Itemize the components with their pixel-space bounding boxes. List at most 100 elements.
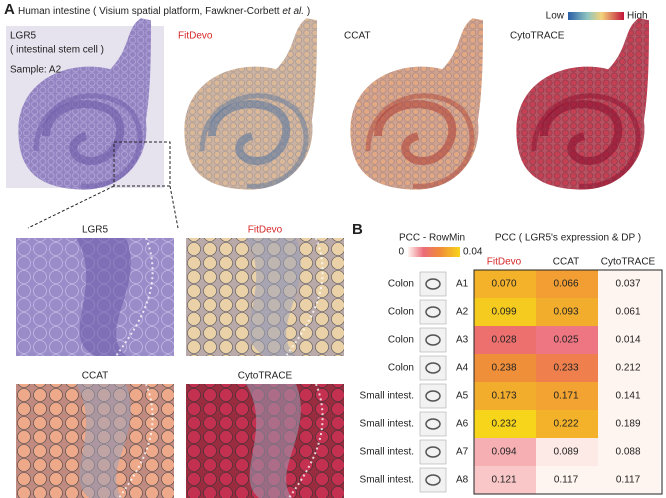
cell-value: 0.037 (615, 279, 640, 290)
cell (598, 382, 660, 410)
image-title: CCAT (344, 31, 370, 42)
cell (598, 466, 660, 494)
thumbnail (419, 383, 447, 409)
cell-value: 0.089 (553, 447, 578, 458)
legend-title: PCC - RowMin (399, 233, 465, 244)
zoom-images: LGR5 FitDevo CCAT CytoTRACE (16, 225, 344, 498)
zoom-title: CytoTRACE (238, 371, 293, 382)
zoom-feature (115, 237, 154, 357)
row-tissue: Colon (388, 307, 414, 318)
thumbnail-tissue (425, 446, 441, 458)
cell (598, 326, 660, 354)
image-title: FitDevo (178, 31, 213, 42)
tissue-swirl (208, 100, 291, 166)
cell-value: 0.088 (615, 447, 640, 458)
cell-value: 0.238 (491, 363, 516, 374)
cell (536, 270, 598, 298)
cell-value: 0.121 (491, 475, 516, 486)
cell-value: 0.014 (615, 335, 640, 346)
thumbnail (419, 411, 447, 437)
row-sample: A3 (456, 335, 469, 346)
cell-value: 0.173 (491, 391, 516, 402)
legend-min: 0 (398, 247, 404, 258)
zoom-title: FitDevo (248, 225, 283, 236)
legend-bar (408, 247, 460, 257)
tissue-image: CCAT (338, 18, 496, 190)
thumbnail-tissue (425, 474, 441, 486)
thumbnail (419, 299, 447, 325)
thumbnail (419, 467, 447, 493)
colorbar-high: High (627, 11, 648, 22)
zoom-line (169, 185, 179, 229)
zoom-feature (76, 384, 131, 498)
cell-value: 0.093 (553, 307, 578, 318)
cell (598, 354, 660, 382)
row-tissue: Small intest. (360, 475, 414, 486)
column-header: CCAT (553, 257, 579, 268)
thumbnail-tissue (425, 418, 441, 430)
cell-value: 0.222 (553, 419, 578, 430)
colorbar-low: Low (546, 11, 565, 22)
thumbnail (419, 327, 447, 353)
cell (536, 438, 598, 466)
tissue-swirl (33, 93, 143, 189)
column-header: CytoTRACE (601, 257, 656, 268)
cell (536, 466, 598, 494)
panel-label: B (352, 221, 363, 238)
cell (474, 382, 536, 410)
zoom-feature (287, 383, 324, 498)
row-sample: A8 (456, 475, 469, 486)
zoom-feature (76, 238, 131, 356)
cell-value: 0.094 (491, 447, 516, 458)
zoom-feature (246, 384, 301, 498)
zoom-feature (246, 238, 301, 356)
cell-value: 0.066 (553, 279, 578, 290)
cell (536, 326, 598, 354)
cell (474, 270, 536, 298)
cell-value: 0.117 (554, 475, 579, 486)
tissue-images: LGR5 ( intestinal stem cell ) Sample: A2 Fi… (6, 18, 662, 190)
zoom-image: CCAT (16, 371, 174, 498)
thumbnail-tissue (425, 362, 441, 374)
image-subtitle: ( intestinal stem cell ) (10, 45, 104, 56)
pcc-table: FitDevo CCAT CytoTRACE Colon A1 0.070 0.066 0.0… (360, 257, 660, 494)
cell-value: 0.061 (615, 307, 640, 318)
cell-value: 0.070 (491, 279, 516, 290)
row-sample: A5 (456, 391, 469, 402)
cell (474, 466, 536, 494)
thumbnail-tissue (425, 278, 441, 290)
tissue-swirl (531, 93, 641, 189)
cell-value: 0.141 (615, 391, 640, 402)
cell (536, 382, 598, 410)
row-tissue: Small intest. (360, 391, 414, 402)
zoom-line (27, 185, 115, 229)
panel-label: A (4, 1, 15, 18)
row-tissue: Small intest. (360, 447, 414, 458)
row-sample: A7 (456, 447, 469, 458)
row-sample: A1 (456, 279, 469, 290)
zoom-feature (117, 383, 154, 498)
cell-value: 0.099 (491, 307, 516, 318)
tissue-image: FitDevo (172, 18, 330, 190)
cell-value: 0.232 (491, 419, 516, 430)
image-title: CytoTRACE (510, 31, 565, 42)
cell (474, 354, 536, 382)
cell-value: 0.171 (553, 391, 578, 402)
table-title: PCC ( LGR5's expression & DP ) (495, 233, 641, 244)
tissue-swirl (374, 100, 457, 166)
cell (598, 298, 660, 326)
zoom-feature (285, 237, 324, 357)
cell (598, 410, 660, 438)
cell (536, 298, 598, 326)
cell-value: 0.189 (615, 419, 640, 430)
image-sample: Sample: A2 (10, 65, 62, 76)
panel-title: Human intestine ( Visium spatial platfor… (18, 6, 310, 17)
legend-max: 0.04 (463, 247, 483, 258)
row-tissue: Colon (388, 363, 414, 374)
row-tissue: Colon (388, 279, 414, 290)
tissue-swirl (365, 93, 475, 189)
row-tissue: Small intest. (360, 419, 414, 430)
row-sample: A2 (456, 307, 469, 318)
tissue-image: CytoTRACE (504, 18, 662, 190)
